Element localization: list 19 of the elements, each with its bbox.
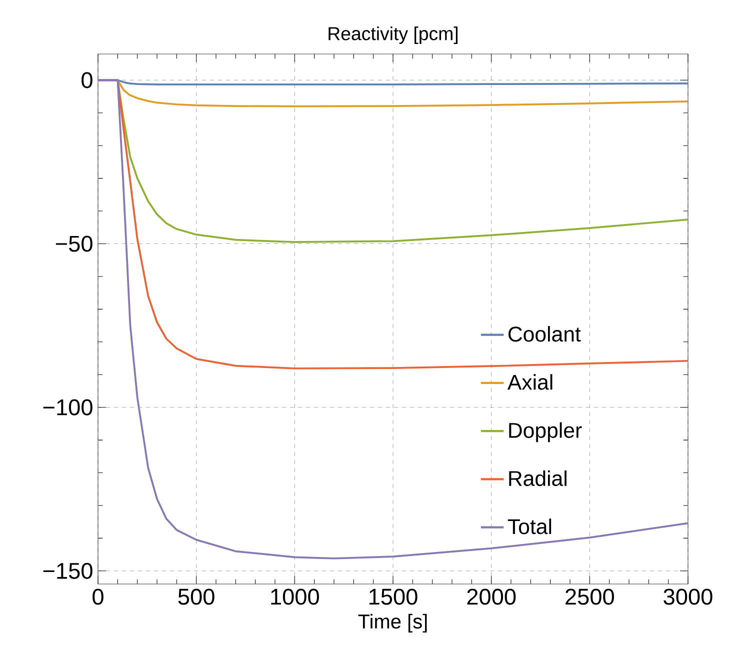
- y-tick-label: −100: [43, 399, 92, 416]
- x-axis-title: Time [s]: [358, 614, 427, 633]
- y-tick-label: 0: [82, 72, 92, 88]
- legend-label: Axial: [507, 374, 552, 390]
- x-tick-label: 3000: [664, 588, 712, 605]
- y-tick-label: −50: [56, 236, 92, 252]
- legend-label: Doppler: [509, 422, 582, 442]
- x-tick-label: 0: [92, 588, 104, 605]
- x-tick-label: 2500: [566, 588, 614, 605]
- legend-label: Radial: [509, 470, 566, 486]
- x-tick-label: 1500: [370, 588, 418, 605]
- legend-label: Total: [508, 518, 552, 534]
- x-tick-label: 1000: [271, 588, 319, 605]
- y-tick-label: −150: [43, 562, 92, 579]
- chart-title: Reactivity [pcm]: [328, 26, 458, 44]
- line-series: [98, 79, 688, 560]
- x-tick-label: 2000: [467, 588, 516, 605]
- x-tick-label: 500: [178, 588, 214, 605]
- legend-label: Coolant: [508, 326, 581, 342]
